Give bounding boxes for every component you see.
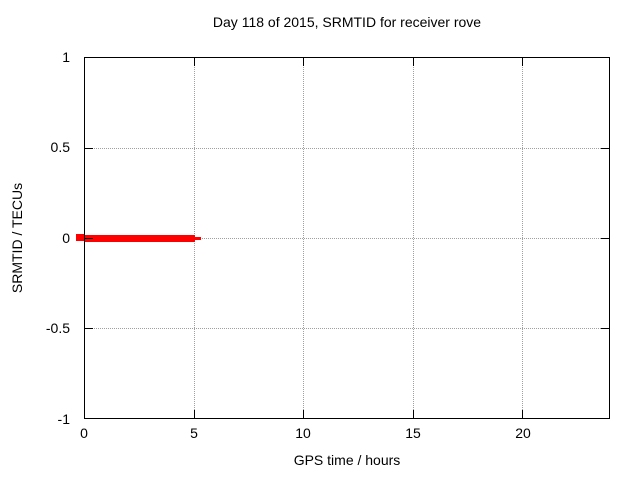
xtick-bottom-15: [413, 410, 414, 418]
gridline-y-0.5: [85, 148, 609, 149]
ytick-left-0.5: [85, 148, 93, 149]
ytick-right--0.5: [601, 328, 609, 329]
ytick-label-1: 1: [62, 49, 70, 65]
plot-area: [84, 57, 610, 419]
ytick-left--0.5: [85, 328, 93, 329]
y-axis-label: SRMTID / TECUs: [9, 182, 25, 294]
gridline-y-0: [85, 238, 609, 239]
x-axis-label: GPS time / hours: [293, 452, 401, 468]
xtick-label-15: 15: [405, 425, 421, 441]
ytick-label-0: 0: [62, 230, 70, 246]
xtick-label-10: 10: [295, 425, 311, 441]
gridline-y--0.5: [85, 328, 609, 329]
ytick-left-0: [85, 238, 93, 239]
xtick-bottom-20: [522, 410, 523, 418]
ytick-label--1: -1: [57, 411, 70, 427]
ytick-label-0.5: 0.5: [50, 139, 70, 155]
ytick-label--0.5: -0.5: [45, 320, 70, 336]
ytick-right-0: [601, 238, 609, 239]
xtick-top-5: [194, 58, 195, 66]
xtick-top-10: [303, 58, 304, 66]
xtick-label-20: 20: [515, 425, 531, 441]
xtick-bottom-5: [194, 410, 195, 418]
series-line-srmtid-tail: [195, 237, 201, 240]
series-line-srmtid: [85, 235, 195, 242]
xtick-top-15: [413, 58, 414, 66]
ytick-right-0.5: [601, 148, 609, 149]
xtick-label-5: 5: [190, 425, 198, 441]
xtick-label-0: 0: [80, 425, 88, 441]
chart-title: Day 118 of 2015, SRMTID for receiver rov…: [212, 14, 482, 30]
xtick-top-20: [522, 58, 523, 66]
series-line-overhang: [76, 234, 84, 241]
xtick-bottom-10: [303, 410, 304, 418]
